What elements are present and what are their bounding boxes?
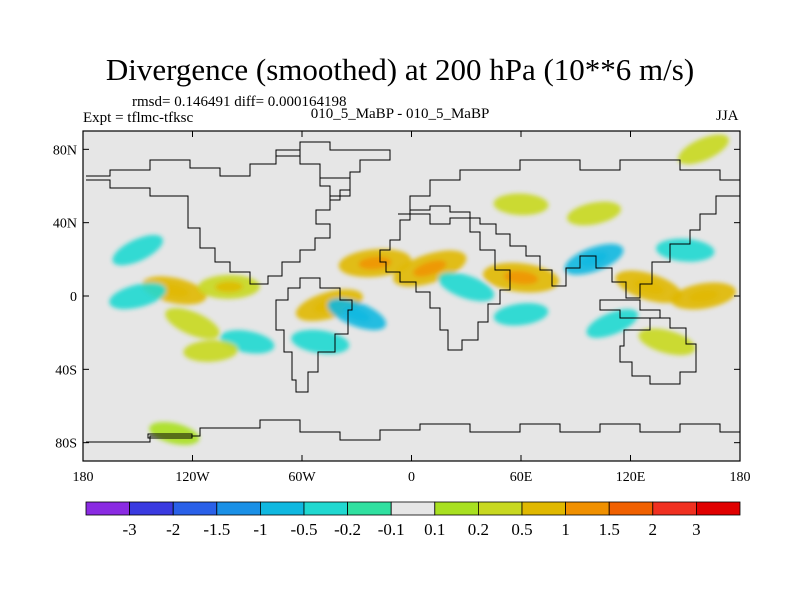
field-patch [109,282,167,310]
x-tick-label: 180 [73,470,94,485]
axes: 180 120W 60W 0 60E 120E 180 80N 40N 0 40S 80S [53,131,751,485]
colorbar-label: 2 [649,520,658,539]
coastline-antarctica [86,419,740,443]
field-patch [638,328,696,356]
colorbar-swatch [696,501,741,516]
colorbar-label: 1.5 [599,520,620,539]
experiment-label: Expt = tflmc-tfksc [83,110,194,126]
colorbar-label: -0.2 [334,520,361,539]
chart-title: Divergence (smoothed) at 200 hPa (10**6 … [105,52,695,87]
colorbar-label: 0.5 [511,520,532,539]
coastlines [86,141,740,443]
coastline-eurasia [398,159,740,299]
field-core [503,270,539,285]
field-core [688,289,719,303]
field-patch [493,303,549,326]
field-patch [678,134,729,165]
colorbar-swatch [216,501,261,516]
colorbar-swatch [521,501,566,516]
y-tick-label: 40N [53,217,77,232]
y-tick-label: 80N [53,143,77,158]
coastline-north-america [86,149,351,285]
coastline-indonesia [599,299,661,319]
x-tick-label: 0 [408,470,415,485]
y-tick-label: 0 [70,290,77,305]
colorbar-swatch [303,501,348,516]
x-tick-label: 120W [175,470,210,485]
colorbar-label: -2 [166,520,180,539]
colorbar-label: 0.1 [424,520,445,539]
field-patch [165,307,220,340]
coastline-africa [379,213,511,351]
colorbar-swatch [477,501,523,516]
colorbar-label: 1 [561,520,570,539]
colorbar-swatch [129,501,174,516]
field-core [413,260,447,277]
x-tick-label: 60W [288,470,316,485]
x-tick-label: 180 [730,470,751,485]
field-patch [586,309,638,338]
field-patch [493,193,549,216]
colorbar-label: 3 [692,520,701,539]
colorbar-swatch [172,501,218,516]
field-core [343,307,370,322]
colorbar-label: -0.5 [291,520,318,539]
stats-line: rmsd= 0.146491 diff= 0.000164198 [132,94,347,110]
case-label: 010_5_MaBP - 010_5_MaBP [310,106,490,122]
colorbar-label: -0.1 [378,520,405,539]
colorbar-swatch [565,501,610,516]
colorbar-label: -3 [123,520,137,539]
colorbar-swatch [608,501,654,516]
colorbar-label: 0.2 [468,520,489,539]
colorbar-swatch [652,501,697,516]
x-tick-label: 120E [616,470,646,485]
season-label: JJA [716,108,739,124]
field-core [633,279,664,295]
y-tick-label: 40S [55,363,77,378]
coastline-ross-shelf [147,433,193,439]
field-patch [438,272,495,302]
coastline-australia [619,317,697,385]
field-core [358,256,392,270]
field-core [215,281,243,293]
colorbar-swatch [259,501,305,516]
y-tick-label: 80S [55,437,77,452]
field-core [580,252,608,267]
colorbar-label: -1 [253,520,267,539]
field-core [159,284,189,297]
field-patch [112,235,163,266]
colorbar: -3 -2 -1.5 -1 -0.5 -0.2 -0.1 0.1 0.2 0.5 1 1.5 2 3 [85,501,741,539]
contour-field [86,134,740,445]
field-patch [183,340,239,362]
colorbar-swatch [434,501,479,516]
colorbar-swatch [347,501,392,516]
coastline-south-america [275,277,353,393]
colorbar-swatch [85,501,130,516]
colorbar-label: -1.5 [203,520,230,539]
x-tick-label: 60E [510,470,533,485]
colorbar-swatch [390,501,436,516]
field-patch [567,201,621,226]
coastline-greenland [275,141,391,201]
